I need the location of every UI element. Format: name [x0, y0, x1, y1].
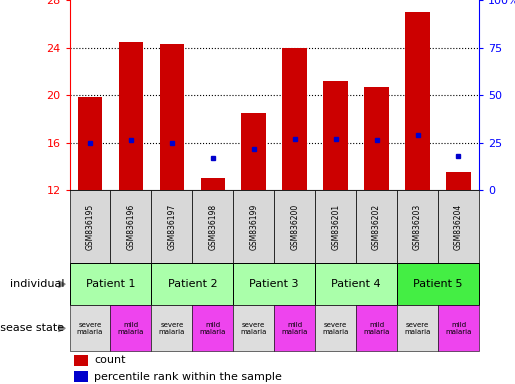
Bar — [438, 190, 479, 263]
Bar — [446, 172, 471, 190]
Bar — [192, 305, 233, 351]
Bar — [110, 305, 151, 351]
Bar — [397, 263, 479, 305]
Text: GSM836203: GSM836203 — [413, 204, 422, 250]
Bar — [78, 98, 102, 190]
Text: GSM836202: GSM836202 — [372, 204, 381, 250]
Bar — [315, 305, 356, 351]
Bar — [356, 190, 397, 263]
Bar — [74, 371, 88, 382]
Text: GSM836195: GSM836195 — [85, 204, 94, 250]
Text: GSM836199: GSM836199 — [249, 204, 258, 250]
Text: Patient 1: Patient 1 — [85, 279, 135, 289]
Text: mild
malaria: mild malaria — [364, 322, 390, 335]
Text: mild
malaria: mild malaria — [200, 322, 226, 335]
Text: Patient 5: Patient 5 — [413, 279, 463, 289]
Bar — [151, 190, 192, 263]
Bar — [282, 48, 307, 190]
Text: GSM836196: GSM836196 — [127, 204, 135, 250]
Text: severe
malaria: severe malaria — [241, 322, 267, 335]
Text: severe
malaria: severe malaria — [77, 322, 103, 335]
Bar — [274, 190, 315, 263]
Bar — [233, 263, 315, 305]
Text: mild
malaria: mild malaria — [445, 322, 472, 335]
Bar — [364, 87, 389, 190]
Bar — [70, 263, 151, 305]
Bar — [274, 305, 315, 351]
Bar — [192, 190, 233, 263]
Text: GSM836198: GSM836198 — [209, 204, 217, 250]
Bar — [118, 41, 143, 190]
Text: GSM836200: GSM836200 — [290, 204, 299, 250]
Bar — [110, 190, 151, 263]
Text: percentile rank within the sample: percentile rank within the sample — [94, 372, 282, 382]
Text: severe
malaria: severe malaria — [159, 322, 185, 335]
Bar — [233, 305, 274, 351]
Text: Patient 4: Patient 4 — [331, 279, 381, 289]
Text: Patient 2: Patient 2 — [167, 279, 217, 289]
Text: disease state: disease state — [0, 323, 64, 333]
Bar — [74, 355, 88, 366]
Bar — [151, 263, 233, 305]
Bar — [438, 305, 479, 351]
Bar — [397, 305, 438, 351]
Text: mild
malaria: mild malaria — [282, 322, 308, 335]
Bar — [233, 190, 274, 263]
Bar — [200, 178, 225, 190]
Text: individual: individual — [10, 279, 64, 289]
Text: count: count — [94, 356, 126, 366]
Bar — [242, 113, 266, 190]
Bar — [160, 44, 184, 190]
Bar — [70, 190, 110, 263]
Bar — [397, 190, 438, 263]
Bar — [70, 305, 110, 351]
Text: Patient 3: Patient 3 — [249, 279, 299, 289]
Bar — [315, 263, 397, 305]
Text: mild
malaria: mild malaria — [118, 322, 144, 335]
Text: GSM836204: GSM836204 — [454, 204, 463, 250]
Bar — [151, 305, 192, 351]
Text: severe
malaria: severe malaria — [322, 322, 349, 335]
Bar — [405, 12, 430, 190]
Bar — [323, 81, 348, 190]
Text: severe
malaria: severe malaria — [404, 322, 431, 335]
Text: GSM836201: GSM836201 — [331, 204, 340, 250]
Bar — [356, 305, 397, 351]
Bar — [315, 190, 356, 263]
Text: GSM836197: GSM836197 — [167, 204, 176, 250]
